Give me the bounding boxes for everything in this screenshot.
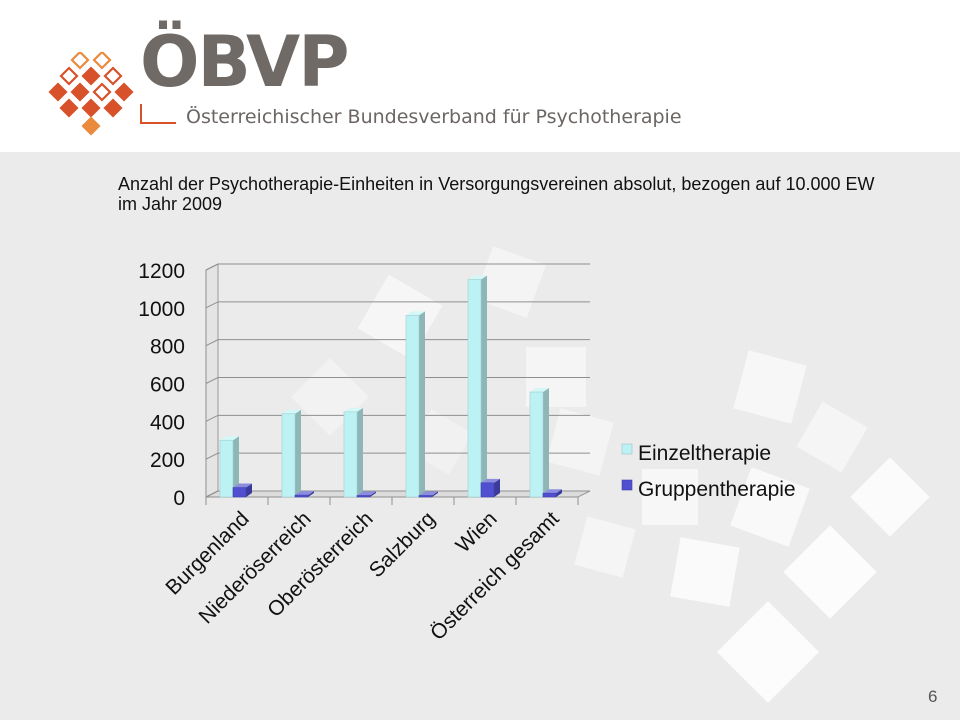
x-category-label: Oberösterreich [263, 507, 377, 621]
y-tick-label: 400 [150, 411, 185, 434]
logo-diamond [59, 98, 79, 118]
bar-gruppentherapie [294, 491, 314, 498]
bar-gruppentherapie [480, 478, 500, 498]
x-category-label: Wien [452, 507, 502, 557]
logo-diamond [48, 82, 68, 102]
decor-square [670, 537, 740, 607]
brand-name: ÖBVP [140, 21, 350, 103]
y-tick-label: 1200 [138, 260, 185, 283]
decor-square [642, 469, 698, 525]
legend-swatch [621, 443, 633, 455]
x-category-label: Salzburg [365, 507, 440, 582]
bar-einzeltherapie [529, 388, 549, 498]
logo-diamond [114, 82, 134, 102]
brand-subtitle: Österreichischer Bundesverband für Psych… [186, 106, 682, 128]
decor-square [796, 401, 868, 473]
gridline [205, 452, 590, 460]
legend-label: Einzeltherapie [638, 442, 771, 465]
gridline [205, 263, 590, 271]
bar-einzeltherapie [281, 409, 301, 498]
decor-square [733, 350, 807, 424]
chart-legend: Einzeltherapie Gruppentherapie [621, 442, 796, 501]
bar-einzeltherapie [343, 407, 363, 498]
logo-diamond [81, 66, 101, 86]
logo-diamond [81, 98, 101, 118]
decor-square [783, 525, 877, 619]
bar-einzeltherapie [467, 275, 487, 498]
gridline [205, 301, 590, 309]
y-tick-label: 600 [150, 374, 185, 397]
y-tick-label: 800 [150, 336, 185, 359]
logo-diamond [70, 52, 90, 70]
logo-diamond [103, 66, 123, 86]
decor-square [730, 467, 810, 547]
y-tick-label: 0 [173, 487, 185, 510]
brand-underline [140, 104, 176, 124]
bar-gruppentherapie [356, 491, 376, 498]
bar-einzeltherapie [405, 311, 425, 498]
decor-square [574, 516, 636, 578]
bar-gruppentherapie [232, 483, 252, 498]
logo-diamond [70, 82, 90, 102]
logo-diamond [92, 82, 112, 102]
gridline [205, 339, 590, 347]
legend-swatch [621, 479, 633, 491]
slide-title: Anzahl der Psychotherapie-Einheiten in V… [118, 174, 875, 214]
bar-gruppentherapie [542, 489, 562, 498]
logo-diamond [103, 98, 123, 118]
y-tick-label: 200 [150, 449, 185, 472]
logo-diamond [81, 116, 101, 136]
bar-gruppentherapie [418, 491, 438, 498]
logo-diamond [92, 52, 112, 70]
logo-diamond [59, 66, 79, 86]
decor-square [546, 408, 614, 476]
legend-label: Gruppentherapie [638, 478, 796, 501]
bar-einzeltherapie [219, 436, 239, 498]
diamond-logo-icon [48, 52, 134, 136]
gridline [205, 377, 590, 384]
y-tick-label: 1000 [138, 298, 185, 321]
gridline [205, 414, 590, 422]
page-number: 6 [928, 687, 938, 706]
gridline [205, 490, 590, 498]
x-category-label: Niederöserreich [195, 507, 316, 628]
slide-header: ÖBVP Österreichischer Bundesverband für … [0, 0, 960, 152]
